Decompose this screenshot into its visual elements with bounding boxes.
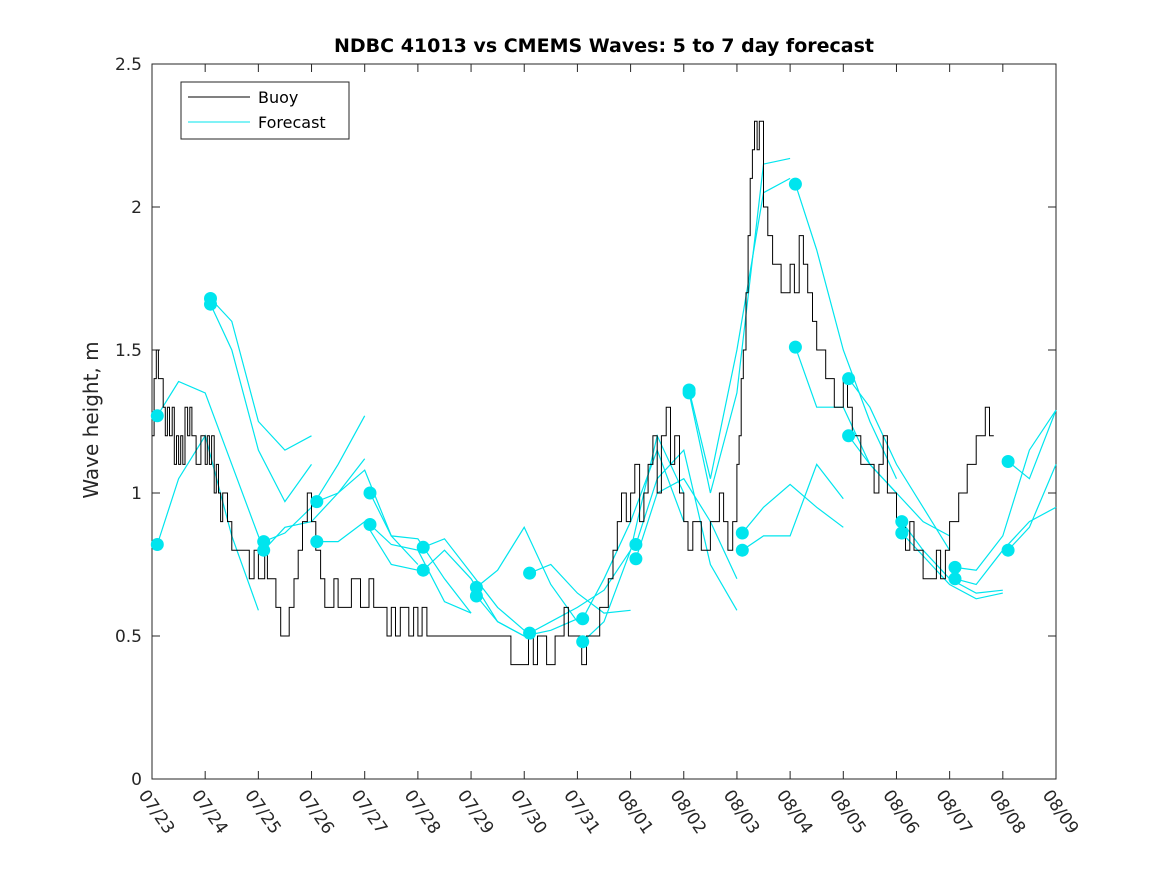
y-tick-label: 1.5 [115, 341, 142, 361]
legend-label-buoy: Buoy [258, 88, 298, 107]
forecast-line [954, 409, 1057, 571]
forecast-line [635, 448, 738, 611]
forecast-start-marker [895, 515, 909, 529]
axes-box [151, 63, 1057, 780]
forecast-start-marker [842, 372, 856, 386]
forecast-line [848, 378, 951, 551]
forecast-line [688, 157, 791, 494]
forecast-start-marker [310, 495, 324, 509]
forecast-start-marker [1001, 455, 1015, 468]
forecast-start-marker [735, 526, 749, 540]
forecast-line [741, 463, 844, 551]
forecast-line [210, 298, 312, 451]
forecast-line [741, 483, 844, 534]
forecast-line [901, 532, 1003, 600]
forecast-line [688, 177, 791, 479]
y-tick-label: 1 [131, 484, 142, 504]
forecast-line [529, 563, 631, 614]
y-axis-label: Wave height, m [79, 341, 103, 498]
forecast-start-marker [629, 552, 643, 566]
legend-box [180, 81, 350, 140]
y-tick-label: 2 [131, 198, 142, 218]
forecast-start-marker [523, 566, 537, 580]
forecast-start-marker [363, 518, 377, 531]
forecast-start-marker [257, 535, 271, 549]
forecast-start-marker [469, 589, 483, 603]
forecast-start-marker [310, 535, 324, 549]
forecast-start-marker [1001, 543, 1015, 557]
forecast-line [582, 433, 685, 643]
forecast-start-marker [735, 543, 749, 557]
y-tick-label: 2.5 [115, 55, 142, 75]
forecast-start-marker [204, 292, 217, 305]
forecast-line [635, 477, 738, 580]
forecast-start-marker [629, 538, 643, 551]
forecast-start-marker [576, 635, 590, 649]
forecast-line [209, 303, 312, 503]
forecast-line [1007, 409, 1057, 480]
forecast-start-marker [416, 563, 430, 577]
forecast-start-marker [788, 177, 802, 191]
y-tick-label: 0.5 [115, 627, 142, 647]
legend-label-forecast: Forecast [258, 113, 326, 132]
forecast-line [422, 538, 525, 631]
y-tick-label: 0 [131, 770, 142, 790]
forecast-line [316, 469, 419, 565]
forecast-line [156, 380, 265, 551]
chart-title: NDBC 41013 vs CMEMS Waves: 5 to 7 day fo… [334, 35, 874, 57]
forecast-start-marker [895, 526, 909, 540]
forecast-line [369, 492, 472, 614]
forecast-start-marker [788, 340, 802, 354]
forecast-start-marker [416, 540, 430, 554]
legend: Buoy Forecast [180, 81, 350, 140]
forecast-start-marker [842, 429, 856, 443]
forecast-start-marker [948, 560, 962, 574]
forecast-line [1007, 464, 1057, 551]
buoy-line [152, 120, 994, 666]
forecast-start-marker [150, 409, 164, 423]
forecast-start-marker [363, 486, 377, 500]
forecast-start-marker [523, 626, 537, 640]
forecast-start-marker [576, 612, 590, 626]
forecast-start-marker [682, 386, 696, 400]
forecast-line [794, 183, 898, 479]
forecast-line [476, 526, 578, 623]
forecast-start-marker [948, 572, 962, 586]
forecast-start-marker [150, 538, 164, 551]
